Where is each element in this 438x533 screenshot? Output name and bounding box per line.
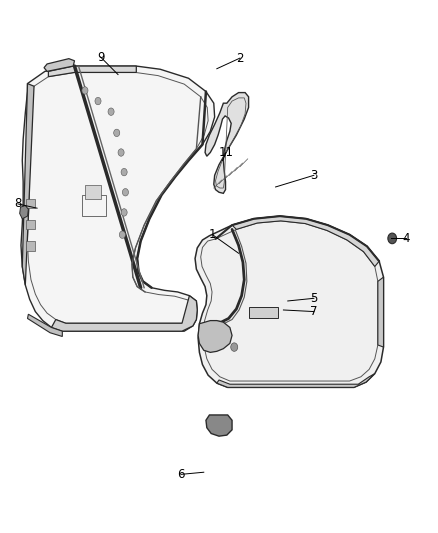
Polygon shape [51,296,197,331]
Bar [26,241,35,251]
Polygon shape [48,66,136,77]
Polygon shape [232,216,379,266]
Text: 4: 4 [403,232,410,245]
Circle shape [231,343,238,351]
Text: 7: 7 [310,305,318,318]
Circle shape [388,233,396,244]
Polygon shape [21,66,215,331]
Polygon shape [217,374,375,387]
Polygon shape [195,216,384,387]
Polygon shape [205,93,249,193]
Bar [26,199,35,208]
Text: 11: 11 [219,146,233,159]
Circle shape [82,87,88,94]
Text: 2: 2 [236,52,244,64]
Polygon shape [206,415,232,436]
Circle shape [108,108,114,115]
Polygon shape [22,84,34,285]
Polygon shape [28,314,62,336]
Text: 3: 3 [310,169,318,182]
Text: 8: 8 [14,197,21,211]
Text: 6: 6 [177,468,185,481]
Text: 9: 9 [97,51,104,63]
Polygon shape [198,320,232,352]
Circle shape [114,129,120,136]
Bar [82,195,106,216]
Polygon shape [20,206,28,219]
Polygon shape [378,277,384,347]
Bar [85,185,102,199]
Circle shape [119,231,125,238]
Text: 5: 5 [310,292,318,305]
Circle shape [95,98,101,105]
Polygon shape [44,59,74,71]
Bar [26,220,35,229]
Circle shape [122,189,128,196]
Text: 1: 1 [209,228,216,241]
Bar [250,307,278,318]
Circle shape [121,168,127,176]
Circle shape [121,209,127,216]
Circle shape [118,149,124,156]
